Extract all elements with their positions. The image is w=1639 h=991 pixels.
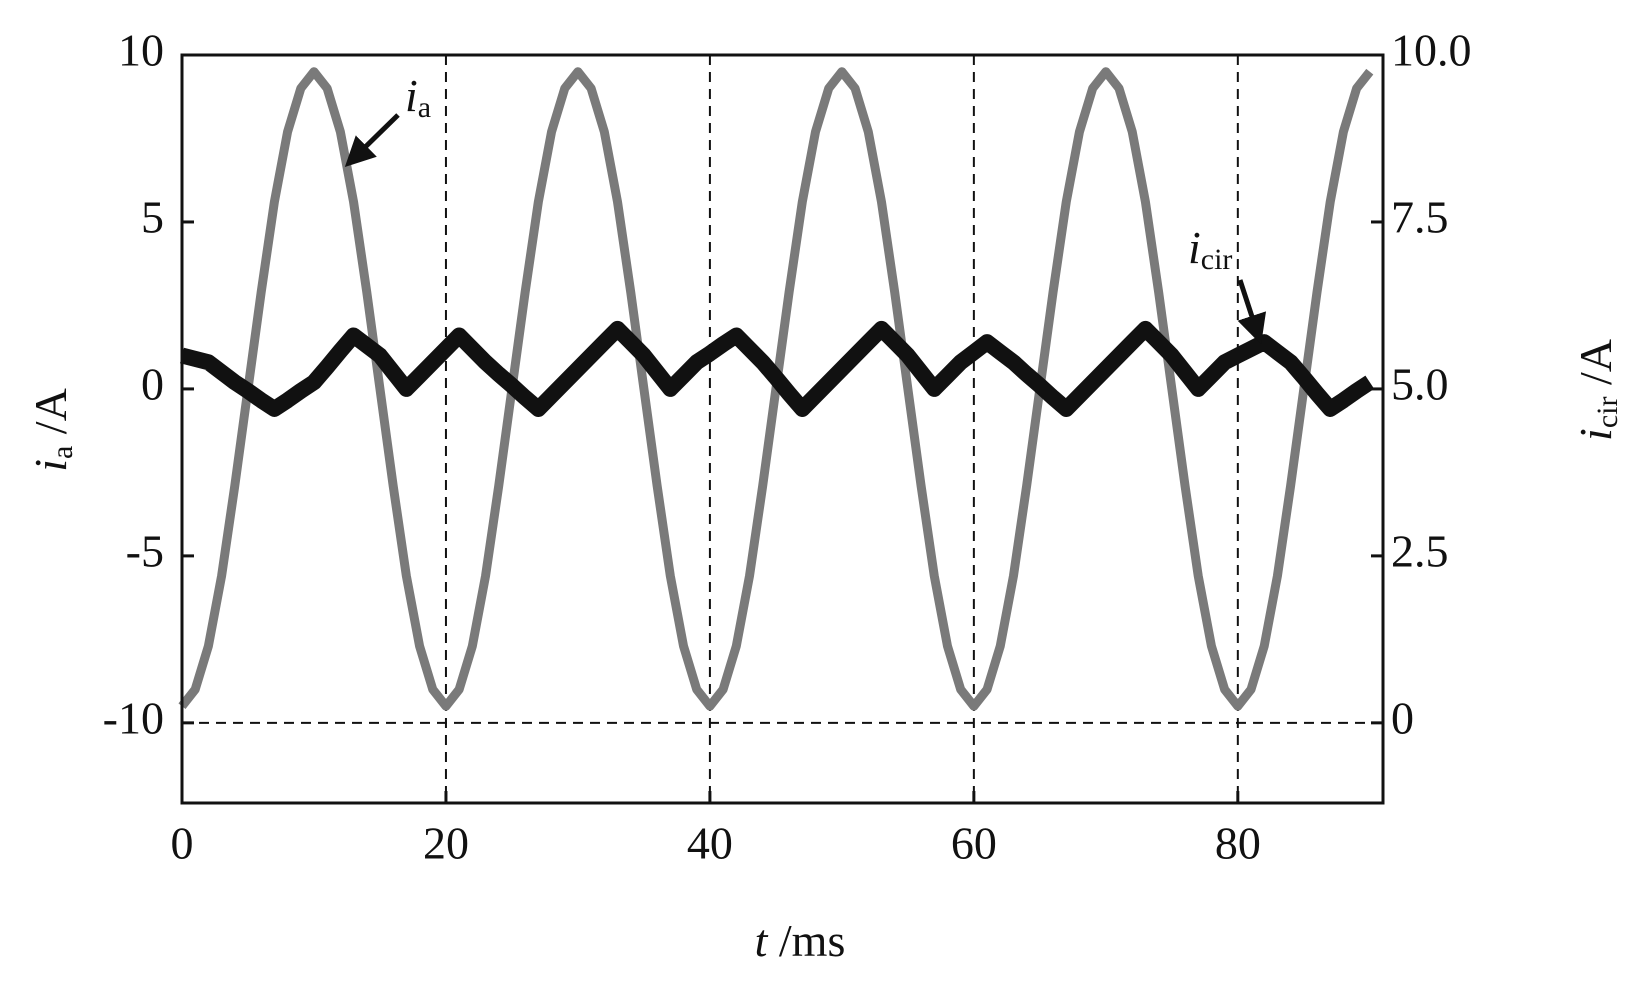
y2-tick-label: 5.0 xyxy=(1391,358,1449,409)
y2-label-symbol: i xyxy=(1570,428,1621,441)
y-label-unit: /A xyxy=(25,388,76,446)
annotation-arrow xyxy=(1237,279,1267,345)
y2-label-unit: /A xyxy=(1570,339,1621,397)
series-annotation: icir xyxy=(1188,222,1232,276)
series-line xyxy=(180,320,1375,417)
annotation-arrow xyxy=(344,113,400,167)
y2-tick-label: 7.5 xyxy=(1391,192,1449,243)
plot-frame xyxy=(180,53,1385,805)
x-tick-label: 20 xyxy=(423,818,469,869)
annotation-subscript: cir xyxy=(1201,243,1233,276)
y2-tick-label: 0 xyxy=(1391,692,1414,743)
y-axis-label: ia /A xyxy=(25,388,79,472)
y-tick-label: 10 xyxy=(118,25,164,76)
y-tick-label: -5 xyxy=(126,525,164,576)
x-axis-label: t /ms xyxy=(755,915,846,966)
y2-axis-label: icir /A xyxy=(1570,339,1624,441)
y-tick-label: 5 xyxy=(141,192,164,243)
series-annotation: ia xyxy=(405,70,431,124)
annotation-symbol: i xyxy=(405,70,418,121)
x-tick-label: 40 xyxy=(687,818,733,869)
x-label-unit: /ms xyxy=(767,915,845,966)
x-tick-label: 80 xyxy=(1215,818,1261,869)
y-tick-label: -10 xyxy=(103,692,164,743)
x-label-symbol: t xyxy=(755,915,769,966)
plot-area xyxy=(178,54,1383,803)
y-tick-label: 0 xyxy=(141,358,164,409)
y2-label-subscript: cir xyxy=(1591,397,1624,429)
y2-tick-label: 2.5 xyxy=(1391,525,1449,576)
x-tick-label: 60 xyxy=(951,818,997,869)
x-tick-label: 0 xyxy=(171,818,194,869)
y-label-subscript: a xyxy=(46,446,79,459)
y-label-symbol: i xyxy=(25,459,76,472)
annotation-subscript: a xyxy=(418,91,431,124)
annotation-symbol: i xyxy=(1188,222,1201,273)
y2-tick-label: 10.0 xyxy=(1391,25,1472,76)
